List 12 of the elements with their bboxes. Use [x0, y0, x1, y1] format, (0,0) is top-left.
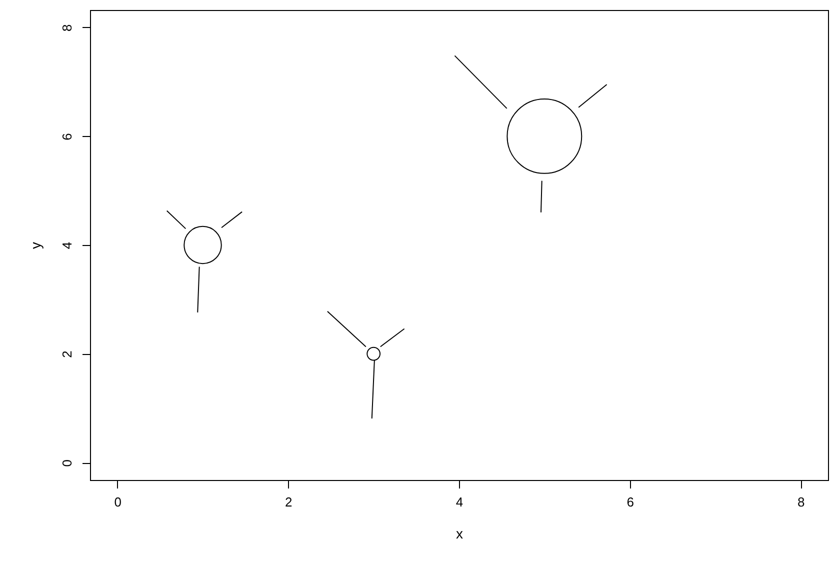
x-tick-label: 8 — [798, 494, 805, 510]
x-tick-label: 0 — [114, 494, 122, 510]
y-tick-label: 0 — [60, 459, 74, 467]
x-tick-label: 6 — [626, 494, 634, 510]
x-tick-label: 4 — [456, 494, 464, 510]
x-axis-title: x — [456, 526, 463, 542]
y-tick-label: 2 — [60, 350, 74, 358]
y-tick-label: 8 — [60, 24, 74, 32]
x-tick-label: 2 — [285, 494, 292, 510]
y-tick-label: 6 — [60, 133, 74, 140]
y-axis-title: y — [28, 242, 44, 249]
y-tick-label: 4 — [60, 242, 74, 250]
